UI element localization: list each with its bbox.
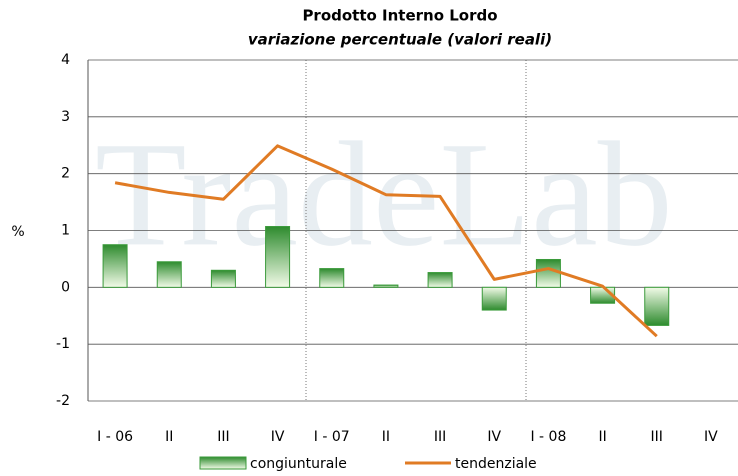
y-tick-label: 1 — [61, 223, 70, 239]
chart-subtitle: variazione percentuale (valori reali) — [248, 31, 552, 49]
y-tick-label: 2 — [61, 166, 70, 182]
y-tick-label: 0 — [61, 279, 70, 295]
bar — [210, 269, 236, 288]
x-tick-label: I - 08 — [530, 429, 566, 445]
chart-title: Prodotto Interno Lordo — [302, 7, 497, 25]
y-tick-label: 4 — [61, 52, 70, 68]
x-tick-label: II — [382, 429, 390, 445]
bar — [535, 258, 561, 288]
bar — [102, 244, 128, 288]
bar — [373, 284, 399, 288]
bar — [265, 226, 291, 288]
x-tick-label: III — [434, 429, 446, 445]
legend-label: congiunturale — [250, 456, 347, 472]
x-tick-label: IV — [271, 429, 285, 445]
x-tick-label: II — [598, 429, 606, 445]
x-tick-label: II — [165, 429, 173, 445]
legend-swatch — [199, 456, 247, 470]
bar — [644, 286, 670, 326]
x-tick-label: I - 07 — [314, 429, 350, 445]
bar — [319, 268, 345, 288]
x-tick-label: III — [217, 429, 229, 445]
bar — [481, 286, 507, 311]
y-tick-label: -2 — [56, 393, 70, 409]
x-tick-label: IV — [704, 429, 718, 445]
y-axis-label: % — [11, 224, 24, 240]
line — [114, 144, 658, 338]
legend-label: tendenziale — [455, 456, 537, 472]
x-tick-label: I - 06 — [97, 429, 133, 445]
bar — [427, 272, 453, 288]
bar — [156, 261, 182, 288]
y-tick-label: 3 — [61, 109, 70, 125]
y-tick-label: -1 — [56, 336, 70, 352]
x-tick-label: IV — [487, 429, 501, 445]
x-tick-label: III — [651, 429, 663, 445]
